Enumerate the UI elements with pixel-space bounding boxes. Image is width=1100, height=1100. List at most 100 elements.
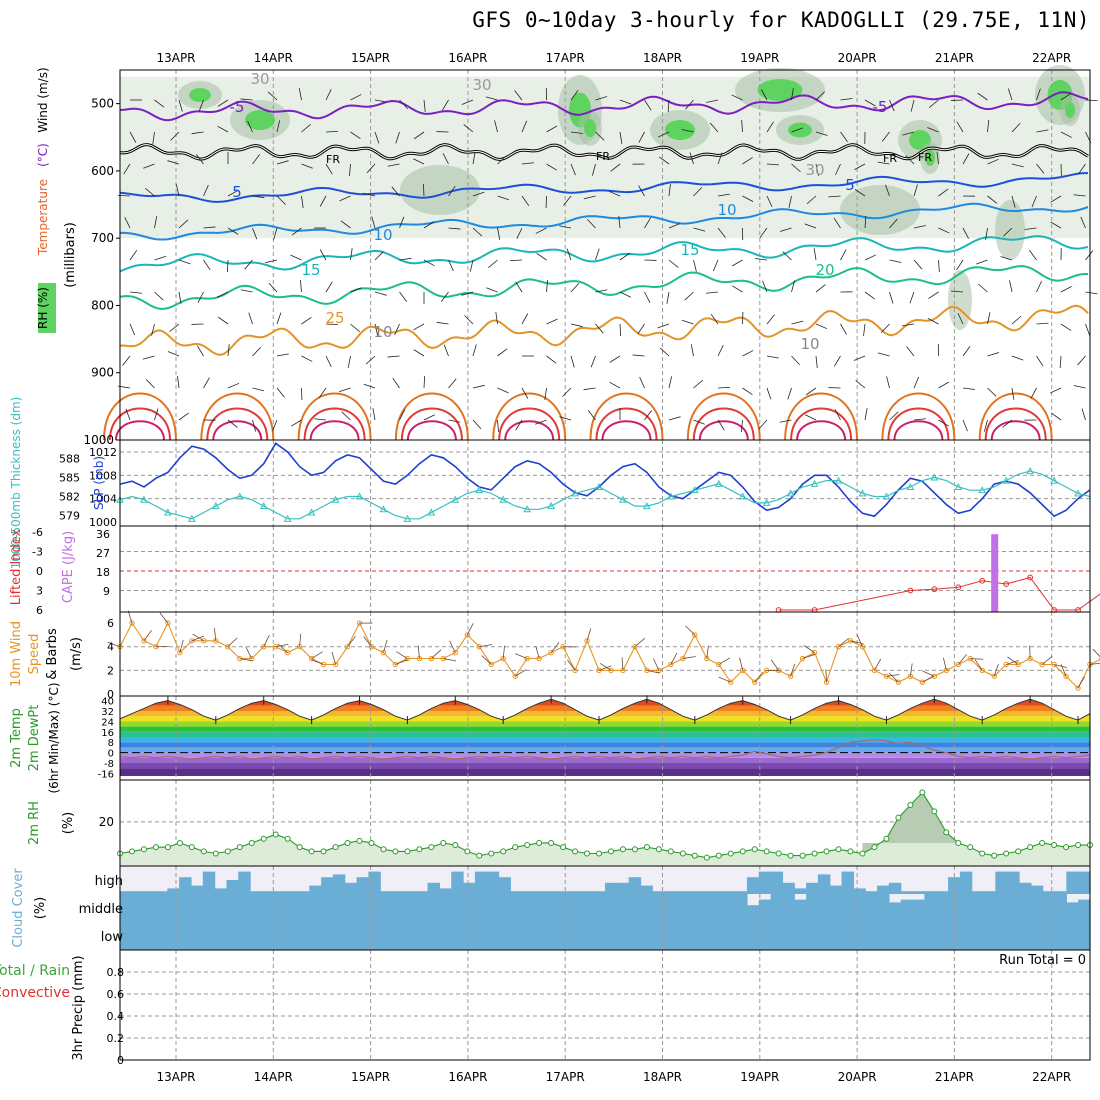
cloud-cell	[841, 922, 855, 950]
cloud-cell	[1007, 894, 1020, 922]
cloud-cell	[131, 891, 145, 894]
cloud-cell	[723, 922, 736, 950]
date-label-top: 13APR	[156, 51, 195, 65]
contour-label: -5	[873, 98, 888, 116]
wind-speed-marker	[644, 667, 650, 674]
wind-barb	[644, 217, 652, 229]
cloud-cell	[427, 922, 440, 950]
cloud-cell	[403, 894, 417, 922]
wind-barb	[766, 314, 775, 325]
cloud-cell	[711, 891, 724, 894]
wind-speed-marker	[871, 667, 878, 674]
wind-barb	[570, 90, 579, 101]
thickness-marker	[235, 492, 244, 500]
wind-speed-marker	[225, 644, 231, 650]
run-total-label: Run Total = 0	[999, 953, 1086, 968]
wind-barb	[142, 355, 155, 360]
wind-barb	[815, 323, 828, 330]
thickness-marker	[906, 482, 915, 490]
isotherm-loop	[297, 392, 372, 441]
wind-barb	[196, 345, 204, 357]
wind-barb	[570, 282, 580, 293]
wind-barb	[413, 158, 425, 165]
wind-speed-marker	[979, 667, 985, 674]
wind-barb	[1060, 131, 1072, 138]
wind-barb	[693, 259, 697, 272]
wind-barb	[815, 284, 826, 293]
cloud-cell	[605, 922, 618, 950]
slp-tick-label: 1012	[89, 446, 117, 459]
cloud-cell	[853, 922, 866, 950]
thickness-marker	[188, 514, 196, 522]
wind-barb	[178, 259, 191, 265]
contour-label: 20	[815, 261, 834, 279]
rh-marker	[452, 842, 459, 849]
precip-tick-label: 0.6	[107, 988, 125, 1001]
rh-marker	[907, 802, 914, 809]
wind-barb	[587, 410, 596, 421]
wind-speed-marker	[692, 632, 698, 638]
rh-marker	[715, 852, 722, 859]
cloud-cell	[687, 894, 701, 922]
cloud-cell	[865, 891, 878, 894]
cloud-cell	[486, 894, 500, 922]
wind-barb	[399, 216, 405, 229]
wind-barb	[834, 409, 841, 421]
cloud-cell	[853, 894, 866, 922]
wind-barb	[1036, 280, 1042, 293]
wind-barb	[265, 259, 278, 264]
wind-barb	[495, 312, 498, 325]
contour-label: FR	[883, 152, 897, 165]
cloud-cell	[912, 922, 925, 950]
cloud-cell	[794, 899, 807, 922]
cloud-cell	[498, 894, 511, 922]
wind-speed-marker	[572, 667, 578, 674]
cloud-cell	[321, 922, 334, 950]
wind-barb	[314, 418, 327, 421]
cloud-cell	[486, 871, 500, 894]
cloud-cell	[368, 922, 381, 950]
wind-barb	[805, 414, 817, 421]
wind10-barb	[922, 675, 934, 683]
cloud-axis-label: Cloud Cover	[11, 868, 26, 948]
wind-barb	[125, 408, 131, 421]
isotherm-loop	[589, 392, 664, 441]
li-panel-frame	[119, 525, 1091, 613]
cloud-cell	[581, 922, 594, 950]
wind-barb	[197, 291, 204, 303]
wind-speed-marker	[380, 649, 387, 656]
isotherm-loop	[984, 407, 1047, 441]
wind10-barb	[942, 657, 947, 671]
cloud-cell	[1078, 871, 1091, 894]
wind-barb	[962, 153, 970, 165]
cloud-cell	[794, 888, 807, 894]
rh-marker	[212, 850, 219, 857]
cloud-cell	[120, 891, 133, 894]
cloud-cell	[510, 894, 523, 922]
wind-speed-marker	[608, 667, 614, 674]
wind-barb	[413, 131, 425, 140]
cloud-cell	[794, 922, 807, 950]
rh-blob-core	[584, 119, 596, 137]
cloud-cell	[190, 894, 204, 922]
thickness-marker	[355, 492, 364, 500]
wind-barb	[276, 160, 289, 165]
wind-barb	[1036, 322, 1049, 325]
wind10-barb	[1092, 648, 1100, 658]
thickness-marker	[140, 495, 148, 503]
wind-barb	[977, 92, 988, 101]
rh-marker	[488, 850, 495, 857]
wind-barb	[987, 158, 999, 165]
wind-barb	[319, 195, 327, 207]
wind-barb	[910, 99, 915, 112]
wind-speed-marker	[428, 655, 435, 662]
wind-barb	[391, 186, 400, 197]
cloud-cell	[226, 894, 239, 922]
rh-marker	[631, 846, 638, 853]
cloud-cell	[415, 891, 429, 894]
cloud-cell	[427, 894, 440, 922]
wind-barb	[247, 120, 253, 133]
cloud-cell	[545, 922, 559, 950]
cloud-cell	[190, 922, 204, 950]
cloud-cell	[699, 922, 713, 950]
